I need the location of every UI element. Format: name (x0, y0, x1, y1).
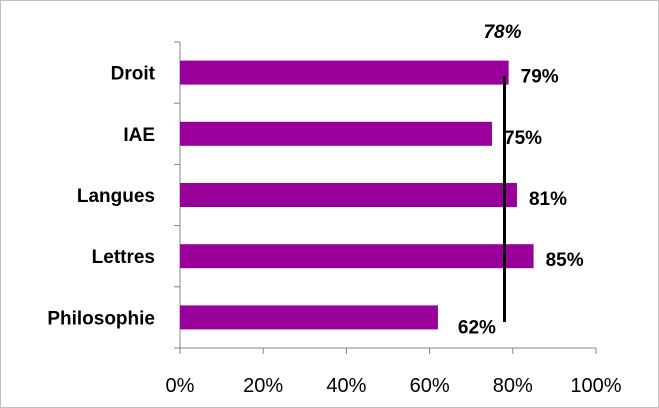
data-label: 62% (458, 317, 496, 338)
data-label: 85% (546, 250, 584, 271)
category-label: IAE (123, 125, 155, 146)
data-label: 79% (521, 67, 559, 88)
bar (180, 183, 517, 207)
x-tick-label: 80% (493, 375, 533, 397)
reference-line-label: 78% (483, 22, 521, 43)
x-tick-label: 0% (166, 375, 195, 397)
bars (180, 60, 534, 330)
x-tick-label: 60% (410, 375, 450, 397)
category-label: Lettres (92, 247, 155, 268)
data-label: 75% (504, 128, 542, 149)
x-tick-label: 100% (570, 375, 621, 397)
x-tick-label: 40% (326, 375, 366, 397)
category-label: Droit (111, 64, 156, 85)
bar (180, 305, 438, 330)
bar (180, 60, 509, 85)
labels: 0% 20% 40% 60% 80% 100% Droit 79% IAE 75% Langues 8… (47, 22, 621, 397)
data-label: 81% (529, 189, 567, 210)
x-tick-label: 20% (243, 375, 283, 397)
bar (180, 121, 492, 146)
category-label: Philosophie (47, 308, 155, 329)
bar (180, 244, 534, 269)
category-label: Langues (77, 186, 155, 207)
